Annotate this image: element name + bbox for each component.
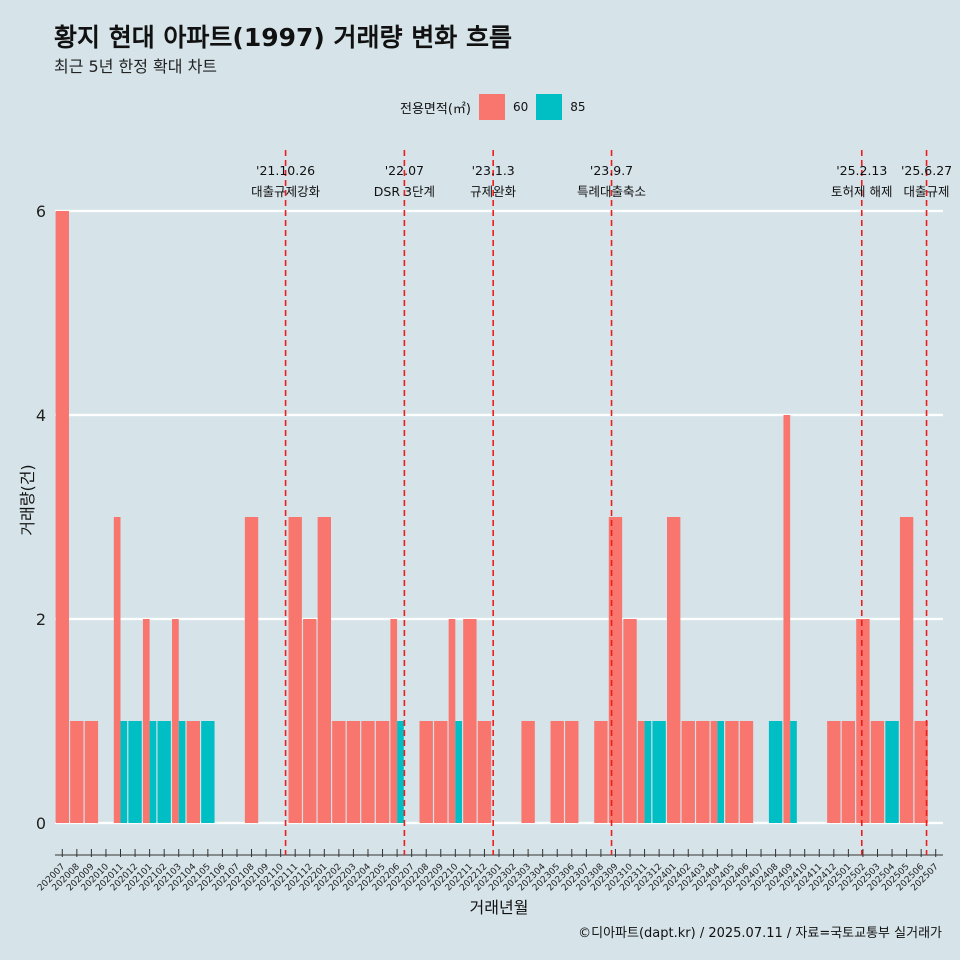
bar-85 [157,721,171,823]
bar-60 [84,721,99,823]
bar-85 [652,721,666,823]
annotation-date: '23.9.7 [590,163,633,178]
bar-60 [696,721,710,823]
annotation-label: 대출규제 [904,184,950,199]
y-tick-label: 4 [36,406,46,425]
annotation-label: 특례대출축소 [577,184,646,199]
annotation-label: 규제완화 [470,184,517,199]
bar-60 [303,619,317,823]
bar-60 [142,619,150,823]
bar-60 [870,721,885,823]
bar-85 [455,721,463,823]
bar-85 [128,721,142,823]
bar-85 [178,721,186,823]
bar-85 [768,721,783,823]
bar-60 [739,721,754,823]
bar-85 [397,721,404,823]
bar-60 [899,517,914,823]
bar-85 [149,721,157,823]
bar-60 [594,721,608,823]
legend-item-60: 60 [478,94,529,120]
annotation-date: '21.10.26 [256,163,315,178]
annotation-label: 토허제 해제 [831,184,892,199]
bar-60 [565,721,579,823]
bar-60 [55,211,69,823]
bar-85 [790,721,797,823]
legend-swatch-60 [478,94,505,120]
y-axis-title: 거래량(건) [18,464,37,535]
annotation-label: DSR 3단계 [374,184,435,199]
annotation-date: '22.07 [385,163,424,178]
bar-60 [463,619,477,823]
legend-label-85: 85 [570,100,586,114]
bar-60 [841,721,856,823]
bar-60 [375,721,390,823]
legend-item-85: 85 [536,94,586,120]
bar-60 [637,721,645,823]
bar-60 [434,721,448,823]
bar-60 [113,517,121,823]
bar-60 [288,517,302,823]
bar-60 [725,721,739,823]
bar-60 [172,619,179,823]
chart-subtitle: 최근 5년 한정 확대 차트 [54,57,218,76]
bar-60 [550,721,564,823]
bar-60 [914,721,928,823]
bar-60 [419,721,433,823]
legend: 전용면적(㎡) 60 85 [400,94,594,120]
legend-swatch-85 [536,94,563,120]
bar-85 [201,721,215,823]
y-tick-label: 6 [36,202,46,221]
legend-label-60: 60 [512,100,529,114]
bar-60 [666,517,681,823]
bar-60 [856,619,870,823]
x-axis-title: 거래년월 [470,898,529,917]
bar-60 [710,721,718,823]
bar-60 [346,721,361,823]
bar-85 [885,721,899,823]
bar-60 [390,619,398,823]
y-tick-label: 2 [36,610,46,629]
annotation-date: '25.2.13 [836,163,887,178]
bar-60 [317,517,332,823]
bar-60 [332,721,346,823]
bar-60 [521,721,535,823]
bar-60 [623,619,637,823]
bar-60 [827,721,841,823]
legend-title: 전용면적(㎡) [400,101,471,117]
bar-85 [717,721,725,823]
bar-60 [244,517,259,823]
bar-60 [361,721,375,823]
annotation-date: '23.1.3 [472,163,515,178]
bar-60 [681,721,695,823]
annotation-date: '25.6.27 [901,163,952,178]
bar-85 [120,721,128,823]
source-caption: ©디아파트(dapt.kr) / 2025.07.11 / 자료=국토교통부 실… [578,926,942,941]
bar-60 [783,415,791,823]
annotation-label: 대출규제강화 [251,184,321,199]
bar-60 [477,721,492,823]
bar-60 [70,721,84,823]
bar-60 [186,721,200,823]
bar-85 [644,721,652,823]
chart-title: 황지 현대 아파트(1997) 거래량 변화 흐름 [54,23,512,52]
y-tick-label: 0 [36,814,46,833]
bar-60 [448,619,456,823]
